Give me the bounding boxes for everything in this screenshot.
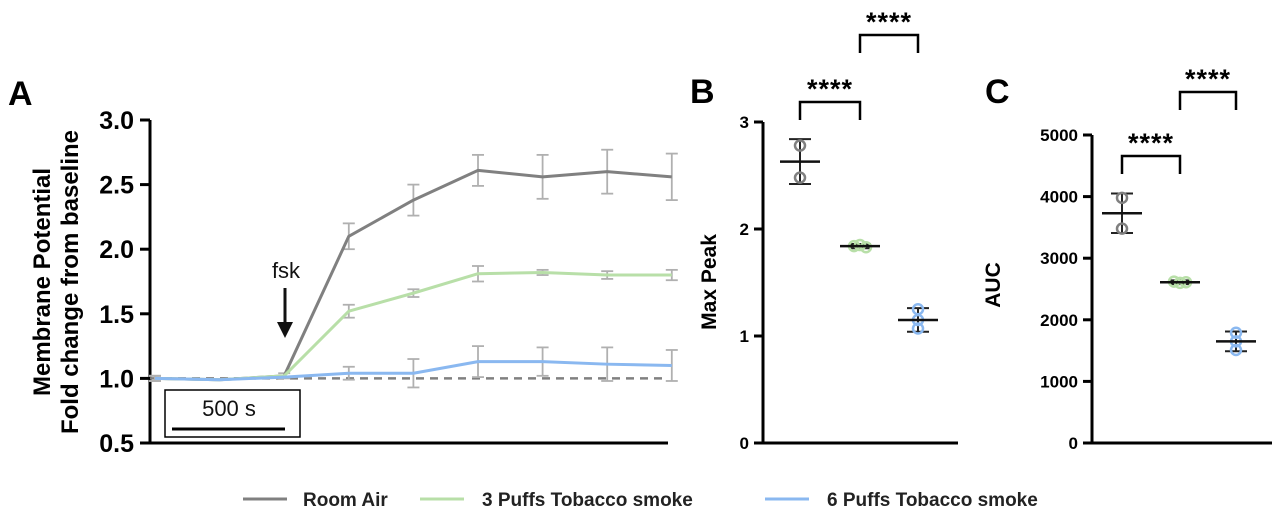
panel-c-ylabel: AUC — [982, 262, 1005, 308]
legend-item-3-puffs: 3 Puffs Tobacco smoke — [420, 490, 693, 511]
panel-c-letter: C — [985, 73, 1010, 111]
panel-c-ytick-label: 4000 — [1040, 188, 1078, 207]
panel-b-data-point — [793, 139, 807, 152]
panel-a-line-6-puffs-tobacco-smoke — [154, 360, 672, 382]
scale-bar-label: 500 s — [202, 396, 256, 421]
panel-b-data-point — [911, 322, 925, 335]
panel-c-ytick-label: 5000 — [1040, 126, 1078, 145]
panel-b-ytick-label: 0 — [740, 434, 749, 453]
panel-b: B Max Peak 0 1 2 3 **** **** — [690, 7, 958, 453]
legend-label-room-air: Room Air — [303, 490, 388, 511]
panel-c-groups — [1102, 191, 1256, 357]
panel-c-data-point — [1115, 222, 1129, 235]
legend: Room Air 3 Puffs Tobacco smoke 6 Puffs T… — [243, 490, 1038, 511]
panel-b-bracket-line — [798, 100, 862, 120]
panel-b-sig-bracket: **** — [798, 74, 862, 120]
panel-b-data-point — [793, 171, 807, 184]
panel-b-ytick-label: 2 — [740, 220, 749, 239]
fsk-arrow-head — [277, 322, 293, 338]
panel-b-y-ticks: 0 1 2 3 — [740, 113, 763, 453]
fsk-annotation: fsk — [272, 258, 301, 338]
legend-item-room-air: Room Air — [243, 490, 388, 511]
panel-b-groups — [780, 138, 938, 335]
panel-b-letter: B — [690, 73, 715, 111]
legend-label-3-puffs: 3 Puffs Tobacco smoke — [482, 490, 693, 511]
panel-a-letter: A — [8, 75, 33, 113]
panel-c-sig-stars: **** — [1185, 64, 1231, 94]
panel-a-series-6-puffs-tobacco-smoke — [149, 345, 678, 389]
panel-c-data-point — [1229, 326, 1243, 339]
panel-a-ytick-label: 2.0 — [99, 236, 134, 264]
panel-c-y-ticks: 0 1000 2000 3000 4000 5000 — [1040, 126, 1092, 453]
panel-a-ylabel-line1: Membrane Potential — [29, 168, 56, 396]
panel-c-sig-bracket: **** — [1178, 64, 1238, 110]
panel-c-ytick-label: 2000 — [1040, 311, 1078, 330]
panel-c-data-point — [1115, 191, 1129, 205]
panel-c-data-point — [1229, 343, 1243, 357]
legend-item-6-puffs: 6 Puffs Tobacco smoke — [765, 490, 1038, 511]
panel-b-significance: **** **** — [798, 7, 920, 120]
panel-a-ytick-label: 1.5 — [99, 301, 134, 329]
panel-b-ytick-label: 3 — [740, 113, 749, 132]
panel-b-ylabel: Max Peak — [698, 234, 721, 330]
panel-c-sig-stars: **** — [1128, 128, 1174, 158]
panel-b-group-3-puffs-tobacco-smoke — [840, 238, 880, 254]
panel-a-y-ticks: 0.5 1.0 1.5 2.0 2.5 3.0 — [99, 107, 150, 458]
panel-b-group-6-puffs-tobacco-smoke — [898, 303, 938, 335]
panel-a-ytick-label: 2.5 — [99, 172, 134, 200]
panel-c-sig-bracket: **** — [1120, 128, 1182, 174]
panel-a-series-room-air — [149, 148, 678, 382]
panel-c-ytick-label: 1000 — [1040, 372, 1078, 391]
panel-c-bracket-line — [1178, 90, 1238, 110]
fsk-label: fsk — [272, 258, 301, 283]
panel-a-ytick-label: 1.0 — [99, 365, 134, 393]
panel-b-group-room-air — [780, 138, 820, 186]
panel-b-sig-stars: **** — [807, 74, 853, 104]
panel-c: C AUC 0 1000 2000 3000 4000 5000 **** **** — [982, 64, 1272, 453]
panel-b-ytick-label: 1 — [740, 327, 749, 346]
scale-bar: 500 s — [164, 389, 301, 438]
panel-a-ylabel: Membrane Potential Fold change from base… — [29, 130, 84, 434]
panel-c-ytick-label: 3000 — [1040, 249, 1078, 268]
panel-b-sig-stars: **** — [866, 7, 912, 37]
panel-b-sig-bracket: **** — [858, 7, 920, 53]
panel-c-bracket-line — [1120, 154, 1182, 174]
panel-a-ylabel-line2: Fold change from baseline — [57, 130, 84, 434]
panel-c-significance: **** **** — [1120, 64, 1238, 174]
panel-c-group-6-puffs-tobacco-smoke — [1216, 326, 1256, 357]
panel-c-ytick-label: 0 — [1069, 434, 1078, 453]
panel-a: A Membrane Potential Fold change from ba… — [8, 75, 678, 458]
legend-label-6-puffs: 6 Puffs Tobacco smoke — [827, 490, 1038, 511]
panel-a-ytick-label: 0.5 — [99, 430, 134, 458]
panel-c-group-room-air — [1102, 191, 1142, 235]
panel-c-group-3-puffs-tobacco-smoke — [1160, 275, 1200, 290]
panel-b-bracket-line — [858, 33, 920, 53]
panel-a-ytick-label: 3.0 — [99, 107, 134, 135]
panel-a-series-group — [149, 148, 678, 389]
